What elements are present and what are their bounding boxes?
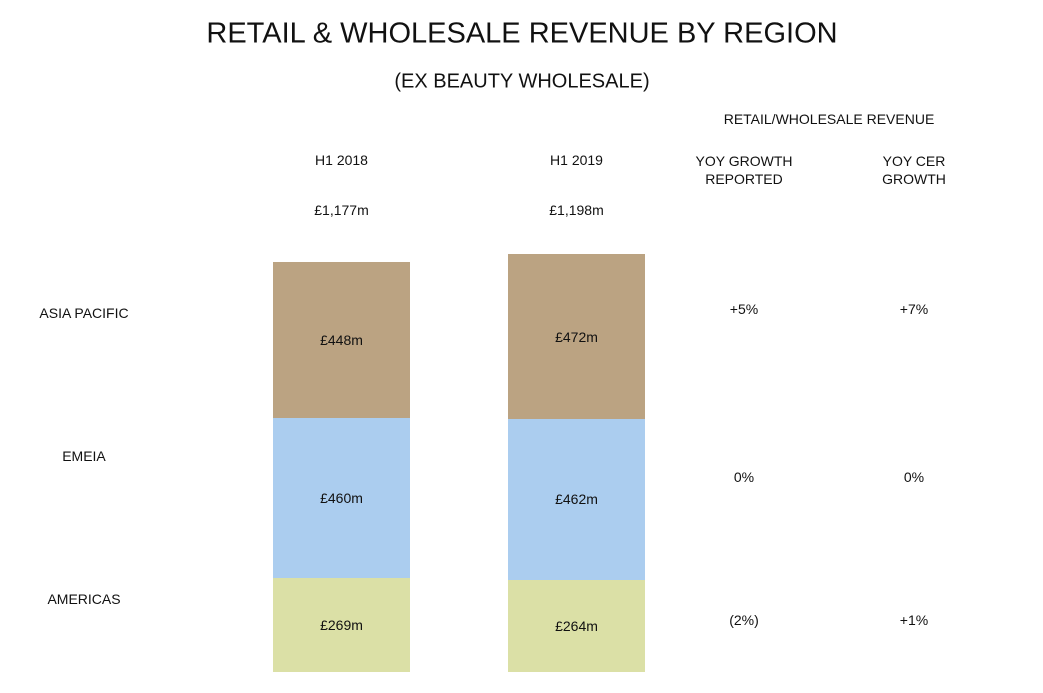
growth-column-header: YOY GROWTH REPORTED xyxy=(695,153,793,187)
bar-segment xyxy=(273,261,410,418)
growth-column-header: YOY CER GROWTH xyxy=(882,153,946,187)
growth-header: RETAIL/WHOLESALE REVENUE xyxy=(723,111,935,127)
category-label: H1 2018 xyxy=(315,152,368,168)
value-label: £460m xyxy=(320,490,363,507)
growth-value: 0% xyxy=(903,469,925,485)
total-label: £1,198m xyxy=(549,202,604,218)
bar-segment xyxy=(508,579,645,672)
value-label: £448m xyxy=(320,331,363,348)
value-label: £462m xyxy=(555,491,598,508)
growth-value: (2%) xyxy=(729,612,759,628)
total-label: £1,177m xyxy=(314,202,369,218)
category-label: H1 2019 xyxy=(550,152,603,168)
region-label: EMEIA xyxy=(62,448,106,464)
growth-value: +1% xyxy=(899,612,929,628)
region-label: ASIA PACIFIC xyxy=(39,305,129,321)
growth-value: 0% xyxy=(733,469,755,485)
value-label: £264m xyxy=(555,617,598,634)
chart-subtitle: (EX BEAUTY WHOLESALE) xyxy=(394,70,650,93)
bar-segment xyxy=(508,254,645,419)
value-label: £269m xyxy=(320,617,363,634)
growth-value: +7% xyxy=(899,301,929,317)
growth-value: +5% xyxy=(729,301,759,317)
region-label: AMERICAS xyxy=(47,591,121,607)
bar-segment xyxy=(273,578,410,672)
value-label: £472m xyxy=(555,328,598,345)
bar-segment xyxy=(273,417,410,579)
chart-title: RETAIL & WHOLESALE REVENUE BY REGION xyxy=(206,17,838,50)
bar-segment xyxy=(508,418,645,580)
